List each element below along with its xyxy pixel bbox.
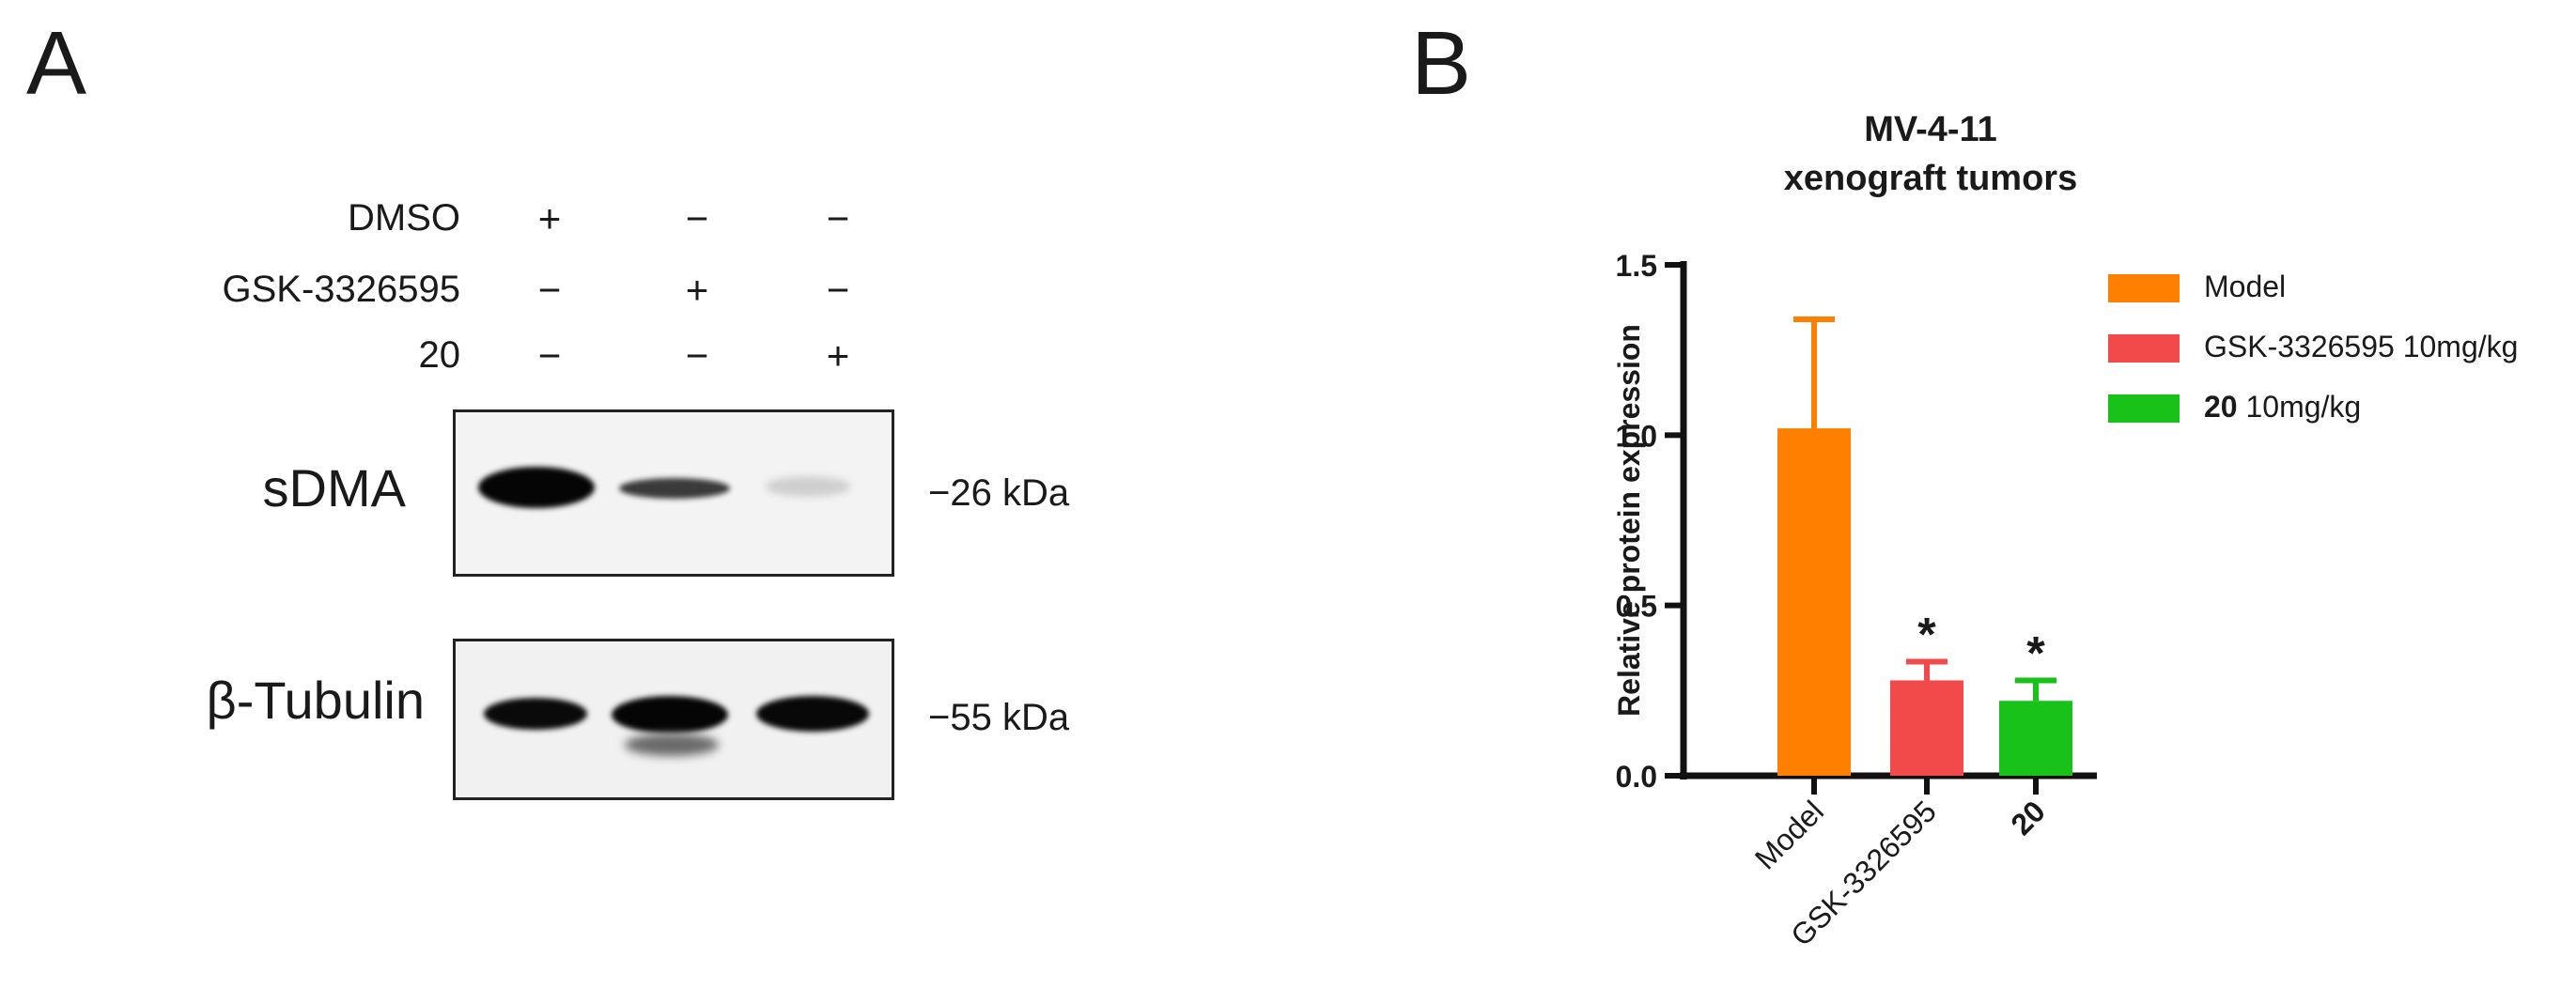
bar-0 (1777, 428, 1851, 776)
legend-swatch-2 (2108, 394, 2180, 423)
sign-20-lane1: − (537, 333, 562, 378)
band-sdma-lane3 (766, 476, 850, 497)
sign-gsk-lane2: + (685, 268, 709, 312)
legend-label-text-1: GSK-3326595 10mg/kg (2204, 330, 2518, 363)
significance-1: * (1917, 609, 1936, 661)
treatment-label-20: 20 (418, 334, 461, 376)
significance-2: * (2026, 626, 2045, 679)
band-tubulin-lane2 (612, 696, 728, 733)
y-tick-label-2: 1.0 (1616, 419, 1657, 453)
legend-label-0: Model (2204, 270, 2286, 303)
y-tick-label-3: 1.5 (1616, 249, 1657, 283)
legend-label-text-2: 10mg/kg (2238, 390, 2362, 424)
chart-title-line-2: xenograft tumors (1784, 159, 2077, 198)
legend-swatch-1 (2108, 334, 2180, 363)
x-tick-label-0: Model (1748, 794, 1830, 875)
chart-title-line-1: MV-4-11 (1864, 110, 1997, 149)
blot-label-tubulin: β-Tubulin (206, 671, 425, 730)
marker-55kda: −55 kDa (928, 697, 1070, 738)
panel-a-letter: A (26, 13, 87, 114)
sign-dmso-lane1: + (537, 196, 562, 240)
treatment-label-gsk: GSK-3326595 (222, 269, 460, 310)
band-sdma-lane2 (619, 478, 730, 499)
band-sdma-lane1 (478, 467, 595, 508)
blot-tubulin (453, 639, 894, 800)
treatment-label-dmso: DMSO (348, 197, 460, 239)
band-tubulin-lane2-lower (625, 733, 719, 756)
marker-26kda: −26 kDa (928, 472, 1070, 514)
blot-sdma (453, 409, 894, 577)
bar-2 (1999, 701, 2072, 776)
legend-label-1: GSK-3326595 10mg/kg (2204, 330, 2518, 363)
sign-gsk-lane3: − (826, 268, 850, 312)
legend-label-2: 20 10mg/kg (2204, 390, 2361, 424)
legend-label-bold-2: 20 (2204, 390, 2238, 424)
legend-swatch-0 (2108, 274, 2180, 302)
y-tick-label-0: 0.0 (1616, 760, 1657, 794)
y-tick-label-1: 0.5 (1616, 590, 1657, 624)
sign-dmso-lane3: − (826, 196, 850, 240)
sign-20-lane3: + (826, 333, 850, 378)
x-tick-label-2: 20 (2004, 794, 2052, 841)
sign-20-lane2: − (685, 333, 709, 378)
bar-1 (1890, 680, 1963, 776)
blot-label-sdma: sDMA (262, 458, 406, 517)
y-axis-label: Relative protein expression (1612, 324, 1646, 717)
panel-b-letter: B (1411, 13, 1472, 114)
sign-dmso-lane2: − (685, 196, 709, 240)
legend-label-text-0: Model (2204, 270, 2286, 303)
band-tubulin-lane3 (756, 696, 869, 732)
band-tubulin-lane1 (484, 698, 587, 730)
sign-gsk-lane1: − (537, 268, 562, 312)
